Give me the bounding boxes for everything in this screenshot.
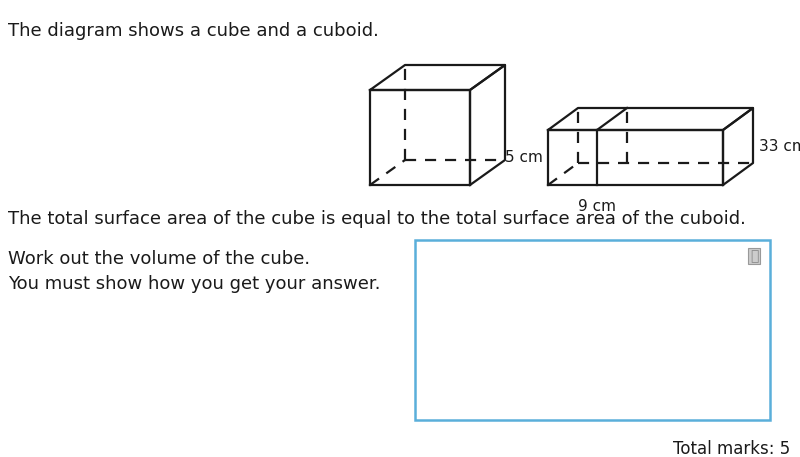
- Text: 33 cm: 33 cm: [759, 139, 800, 154]
- Bar: [415, 240, 770, 420]
- Text: The diagram shows a cube and a cuboid.: The diagram shows a cube and a cuboid.: [8, 22, 379, 40]
- Text: 9 cm: 9 cm: [578, 199, 616, 214]
- Text: 5 cm: 5 cm: [505, 150, 543, 165]
- Text: You must show how you get your answer.: You must show how you get your answer.: [8, 275, 381, 293]
- Text: Work out the volume of the cube.: Work out the volume of the cube.: [8, 250, 310, 268]
- Text: The total surface area of the cube is equal to the total surface area of the cub: The total surface area of the cube is eq…: [8, 210, 746, 228]
- Text: ➕: ➕: [750, 249, 758, 263]
- Text: Total marks: 5: Total marks: 5: [673, 440, 790, 457]
